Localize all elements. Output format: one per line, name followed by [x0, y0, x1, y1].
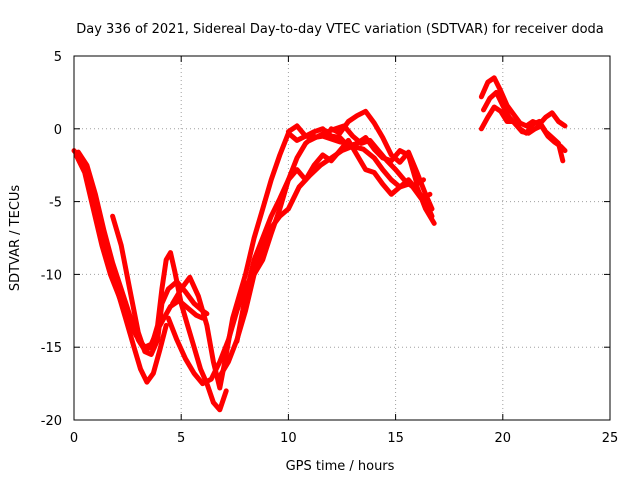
x-tick-label: 5 — [177, 431, 185, 446]
y-axis-label: SDTVAR / TECUs — [8, 185, 23, 292]
y-tick-label: -20 — [41, 414, 62, 429]
series-arc-14 — [478, 104, 566, 164]
x-axis-label: GPS time / hours — [286, 459, 395, 474]
series-arc-4 — [75, 149, 229, 413]
series-arc-13 — [481, 89, 568, 154]
x-tick-label: 0 — [70, 431, 78, 446]
x-tick-label: 15 — [387, 431, 404, 446]
y-tick-label: -5 — [49, 196, 62, 211]
y-tick-label: -15 — [41, 341, 62, 356]
x-tick-label: 10 — [280, 431, 297, 446]
series-arc-11 — [328, 108, 435, 212]
series-arc-9 — [285, 123, 426, 187]
y-tick-label: -10 — [41, 268, 62, 283]
plot-frame — [73, 55, 611, 421]
x-tick-label: 20 — [495, 431, 512, 446]
x-tick-label: 25 — [602, 431, 619, 446]
axis-ticks: 0 5 10 15 20 25 -20 -15 -10 -5 0 5 — [41, 50, 619, 446]
y-tick-label: 0 — [54, 123, 62, 138]
series-arc-8 — [234, 137, 435, 344]
series-arc-12 — [478, 75, 568, 129]
data-series — [71, 75, 568, 413]
chart-title: Day 336 of 2021, Sidereal Day-to-day VTE… — [76, 22, 604, 37]
y-tick-label: 5 — [54, 50, 62, 65]
